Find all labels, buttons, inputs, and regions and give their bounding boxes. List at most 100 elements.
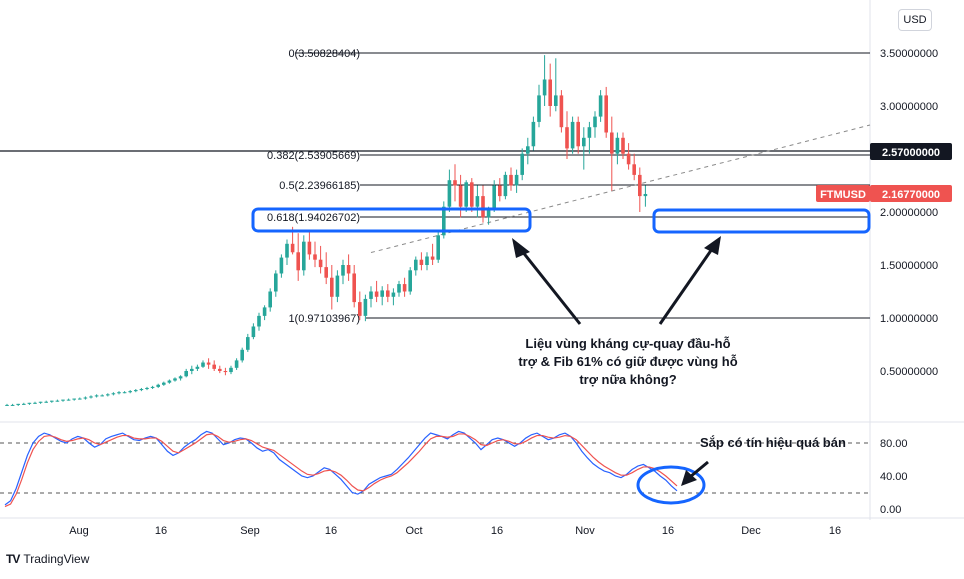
- candle-body: [66, 399, 71, 401]
- candle-body: [134, 390, 138, 392]
- candle-body: [537, 95, 541, 122]
- candle-body: [167, 380, 172, 383]
- candle: [430, 243, 435, 265]
- currency-button[interactable]: USD: [898, 9, 932, 31]
- candle-body: [55, 400, 60, 402]
- support-zone-box-left[interactable]: [251, 207, 532, 233]
- candle-body: [150, 386, 155, 388]
- candle-body: [139, 389, 144, 391]
- candle: [212, 360, 216, 371]
- candle: [598, 90, 603, 122]
- candle-body: [324, 267, 328, 278]
- candle-body: [464, 182, 468, 207]
- stoch-annotation-arrow: [681, 460, 709, 486]
- candle: [548, 63, 552, 117]
- candle: [419, 252, 424, 271]
- main-y-axis: 3.50000000 3.00000000 2.00000000 1.50000000…: [880, 48, 938, 378]
- candle-body: [100, 395, 104, 397]
- candle: [296, 233, 300, 281]
- x-tick-label: 16: [491, 525, 503, 537]
- candle: [498, 178, 502, 202]
- candle-body: [16, 403, 20, 405]
- candle-body: [442, 206, 446, 236]
- candle-body: [509, 174, 513, 186]
- candle: [117, 391, 121, 395]
- candle: [442, 201, 446, 239]
- candle: [318, 245, 323, 274]
- candle-body: [632, 164, 636, 175]
- candle: [470, 178, 474, 212]
- candle-body: [10, 404, 15, 406]
- candle: [285, 239, 289, 265]
- fib-label-05: 0.5(2.23966185): [279, 180, 360, 192]
- candle: [386, 284, 390, 303]
- candle: [414, 256, 418, 276]
- candle-body: [201, 362, 205, 367]
- candle-body: [626, 153, 631, 165]
- candle: [638, 167, 642, 212]
- candle: [531, 116, 536, 151]
- candle-body: [89, 396, 93, 398]
- candle-body: [346, 265, 351, 274]
- candle: [206, 358, 211, 369]
- candle: [44, 400, 48, 403]
- candlestick-series: [5, 55, 648, 406]
- candle-body: [576, 121, 580, 147]
- candle: [307, 231, 312, 260]
- candle-body: [184, 371, 188, 377]
- candle-body: [268, 291, 272, 308]
- main-y-tick-label: 1.50000000: [880, 260, 938, 272]
- tradingview-brand[interactable]: TV TradingView: [6, 552, 89, 566]
- candle: [156, 383, 160, 388]
- stochastic-d-line: [4, 433, 678, 508]
- candle-body: [397, 284, 401, 293]
- candle-body: [190, 368, 194, 371]
- svg-text:2.16770000: 2.16770000: [882, 189, 940, 201]
- candle-body: [44, 401, 48, 403]
- candle: [83, 396, 88, 400]
- candle: [643, 185, 648, 207]
- candle: [201, 360, 205, 368]
- candle-body: [475, 196, 480, 207]
- candle-body: [128, 391, 132, 393]
- candle: [10, 403, 15, 406]
- candle: [122, 391, 127, 394]
- candle: [134, 389, 138, 393]
- candle: [481, 185, 485, 223]
- candle-body: [436, 235, 440, 260]
- main-y-tick-label: 3.00000000: [880, 101, 938, 113]
- candle: [593, 111, 597, 138]
- candle-body: [234, 360, 239, 368]
- candle-body: [279, 257, 284, 274]
- oversold-circle[interactable]: [636, 465, 706, 505]
- candle-body: [162, 382, 166, 385]
- candle: [363, 294, 368, 322]
- candle-body: [156, 384, 160, 387]
- candle-body: [369, 291, 373, 299]
- candle: [369, 286, 373, 308]
- candle-body: [598, 95, 603, 117]
- candle: [173, 377, 177, 382]
- candle: [38, 401, 43, 404]
- candle-body: [380, 290, 384, 297]
- candle-body: [251, 326, 256, 338]
- candle-body: [341, 265, 345, 276]
- candle-body: [565, 127, 569, 149]
- candle: [458, 174, 463, 218]
- price-badge-257: 2.57000000: [870, 143, 952, 160]
- candle-body: [481, 196, 485, 218]
- candle: [582, 127, 586, 170]
- candle-body: [352, 273, 356, 303]
- trendline[interactable]: [370, 124, 871, 254]
- candle-body: [50, 400, 54, 402]
- candle: [66, 398, 71, 401]
- main-y-tick-label: 3.50000000: [880, 48, 938, 60]
- candle-body: [22, 403, 26, 405]
- stoch-y-axis: 80.00 40.00 0.00: [880, 438, 908, 516]
- candle-body: [458, 185, 463, 207]
- candle-body: [604, 95, 608, 133]
- support-zone-box-right[interactable]: [652, 208, 871, 234]
- candle-body: [531, 121, 536, 147]
